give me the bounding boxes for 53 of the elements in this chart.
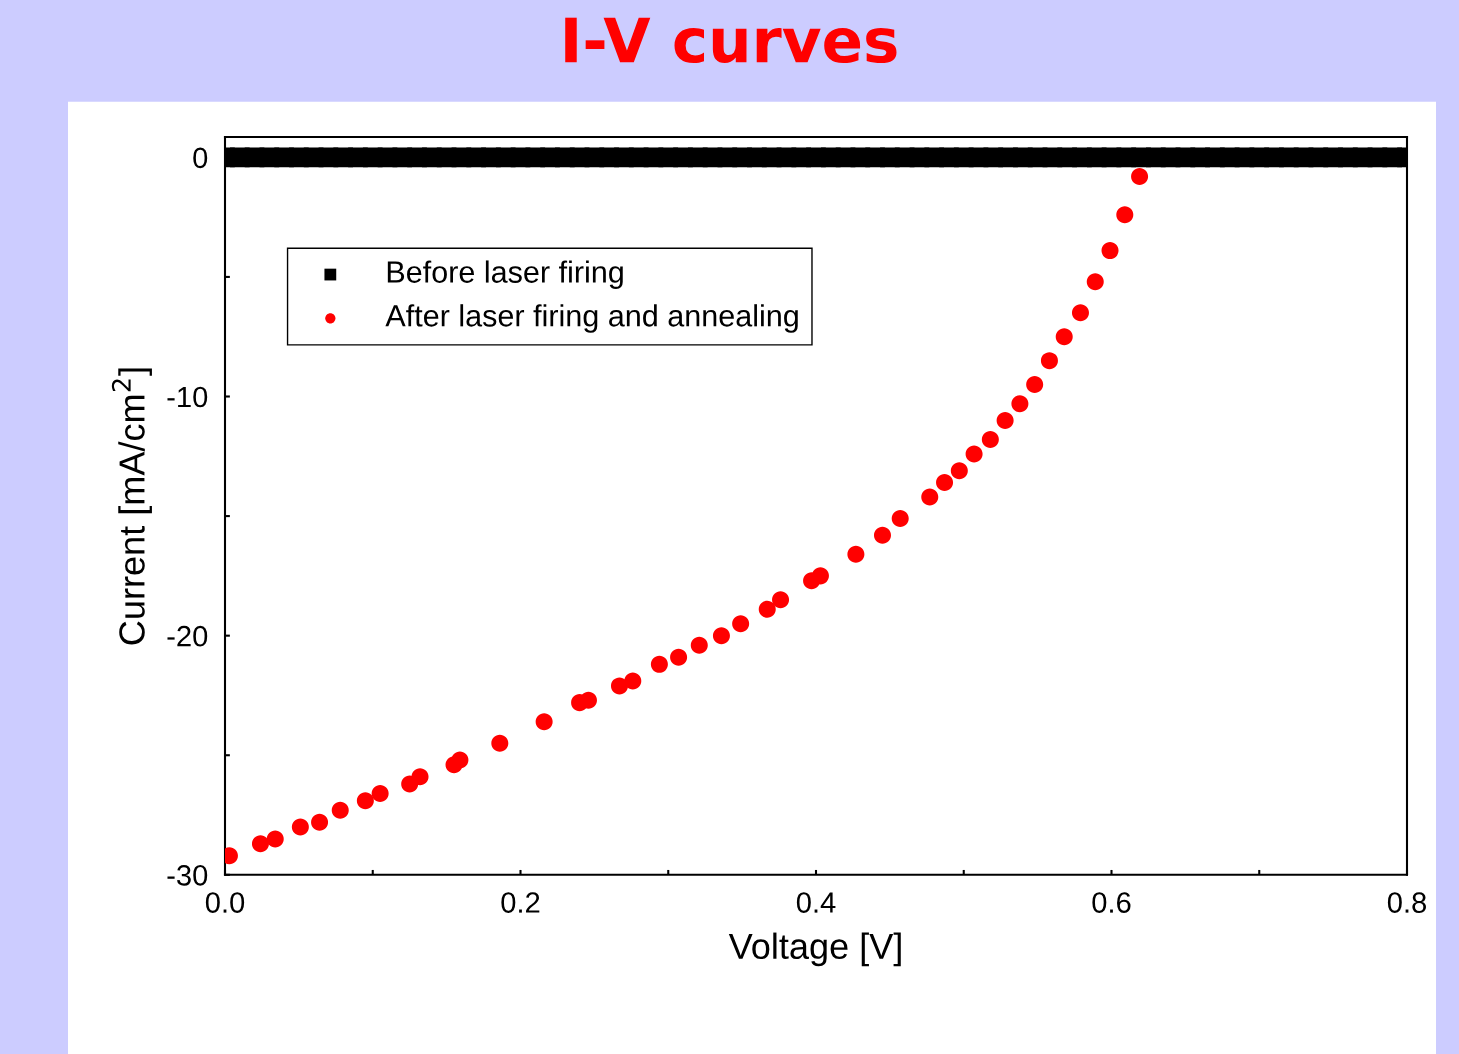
chart-title: I-V curves <box>565 17 897 64</box>
point <box>1086 273 1104 291</box>
point <box>1071 304 1089 322</box>
point <box>996 411 1014 429</box>
y-tick-label: -10 <box>167 386 208 408</box>
y-tick-label: -20 <box>167 625 208 647</box>
point <box>535 713 553 731</box>
x-tick-label: 0.2 <box>501 892 540 913</box>
x-tick-label: 0.4 <box>796 892 836 913</box>
y-axis-title: Current [mA/cm$^{2}$] <box>111 368 152 645</box>
point <box>610 677 628 695</box>
point <box>690 636 708 654</box>
point <box>411 768 429 786</box>
point <box>1055 328 1073 346</box>
point <box>873 526 891 544</box>
point <box>371 785 389 803</box>
point <box>1040 352 1058 370</box>
x-tick-label: 0.0 <box>205 892 245 913</box>
y-tick-label: 0 <box>193 147 208 169</box>
point <box>491 734 509 752</box>
point <box>1101 242 1119 260</box>
point <box>1026 376 1044 394</box>
point <box>981 431 999 449</box>
point <box>965 445 983 463</box>
x-tick-label: 0.6 <box>1092 892 1131 913</box>
point <box>331 801 349 819</box>
point <box>451 751 469 769</box>
point <box>847 545 865 563</box>
point <box>712 627 730 645</box>
point <box>811 567 829 585</box>
point <box>1131 167 1149 185</box>
point <box>772 591 790 609</box>
point <box>732 615 750 633</box>
point <box>266 830 284 848</box>
point <box>1116 206 1134 224</box>
legend-label: Before laser firing <box>387 260 623 289</box>
point <box>311 813 329 831</box>
legend-label: After laser firing and annealing <box>385 304 798 333</box>
point <box>950 462 968 480</box>
point <box>936 474 954 492</box>
point <box>356 792 374 810</box>
point <box>921 488 939 506</box>
point <box>624 672 642 690</box>
x-axis-title: Voltage [V] <box>728 932 901 967</box>
point <box>891 509 909 527</box>
point <box>251 835 269 853</box>
y-tick-label: -30 <box>167 865 208 886</box>
point <box>1011 395 1029 413</box>
point <box>758 600 776 618</box>
point <box>650 655 668 673</box>
point <box>670 648 688 666</box>
x-tick-label: 0.8 <box>1387 892 1427 913</box>
point <box>291 818 309 836</box>
